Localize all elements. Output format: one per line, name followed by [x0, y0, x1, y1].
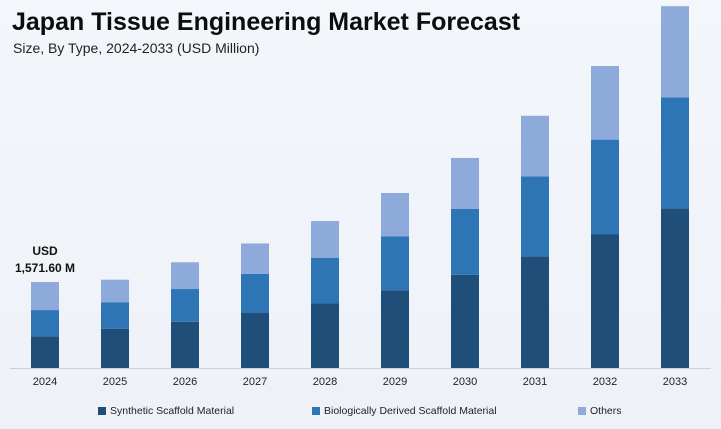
- total-annotation-currency: USD: [32, 244, 58, 258]
- chart-legend: Synthetic Scaffold Material Biologically …: [0, 404, 721, 420]
- x-tick-label: 2027: [243, 376, 267, 388]
- x-tick-label: 2028: [313, 376, 337, 388]
- chart-subtitle: Size, By Type, 2024-2033 (USD Million): [13, 40, 260, 56]
- bar-segment: [311, 303, 339, 368]
- bar-segment: [171, 262, 199, 290]
- x-tick-label: 2033: [663, 376, 687, 388]
- x-tick-label: 2030: [453, 376, 477, 388]
- bar-segment: [171, 289, 199, 322]
- x-tick-label: 2032: [593, 376, 617, 388]
- bar-segment: [381, 290, 409, 368]
- bar-segment: [661, 6, 689, 98]
- bar-segment: [31, 336, 59, 368]
- bar-segment: [101, 302, 129, 329]
- bar-segment: [31, 310, 59, 337]
- bar-segment: [521, 115, 549, 177]
- legend-swatch: [98, 407, 106, 415]
- x-tick-label: 2025: [103, 376, 127, 388]
- bar-segment: [31, 282, 59, 311]
- legend-item: Synthetic Scaffold Material: [98, 404, 234, 418]
- bar-segment: [451, 274, 479, 368]
- bar-segment: [241, 273, 269, 313]
- x-tick-label: 2024: [33, 376, 57, 388]
- bar-segment: [591, 139, 619, 235]
- bar-segment: [661, 97, 689, 209]
- legend-label: Others: [590, 405, 622, 417]
- bar-segment: [521, 176, 549, 257]
- bar-segment: [381, 236, 409, 291]
- legend-label: Biologically Derived Scaffold Material: [324, 405, 497, 417]
- chart-title: Japan Tissue Engineering Market Forecast: [12, 8, 521, 36]
- bar-segment: [381, 193, 409, 237]
- bar-segment: [241, 312, 269, 368]
- x-tick-label: 2029: [383, 376, 407, 388]
- bar-segment: [451, 157, 479, 209]
- legend-swatch: [312, 407, 320, 415]
- legend-label: Synthetic Scaffold Material: [110, 405, 235, 417]
- x-tick-label: 2031: [523, 376, 547, 388]
- bar-segment: [241, 243, 269, 274]
- bar-segment: [661, 208, 689, 368]
- bar-segment: [311, 221, 339, 258]
- legend-item: Biologically Derived Scaffold Material: [312, 404, 497, 418]
- bar-segment: [591, 66, 619, 140]
- legend-item: Others: [578, 404, 622, 418]
- bar-segment: [311, 257, 339, 304]
- total-annotation-value: 1,571.60 M: [15, 261, 75, 275]
- bar-segment: [171, 321, 199, 368]
- bar-segment: [521, 256, 549, 368]
- legend-swatch: [578, 407, 586, 415]
- bar-segment: [451, 208, 479, 275]
- bar-segment: [101, 328, 129, 368]
- x-tick-label: 2026: [173, 376, 197, 388]
- bar-segment: [591, 234, 619, 368]
- bar-segment: [101, 279, 129, 303]
